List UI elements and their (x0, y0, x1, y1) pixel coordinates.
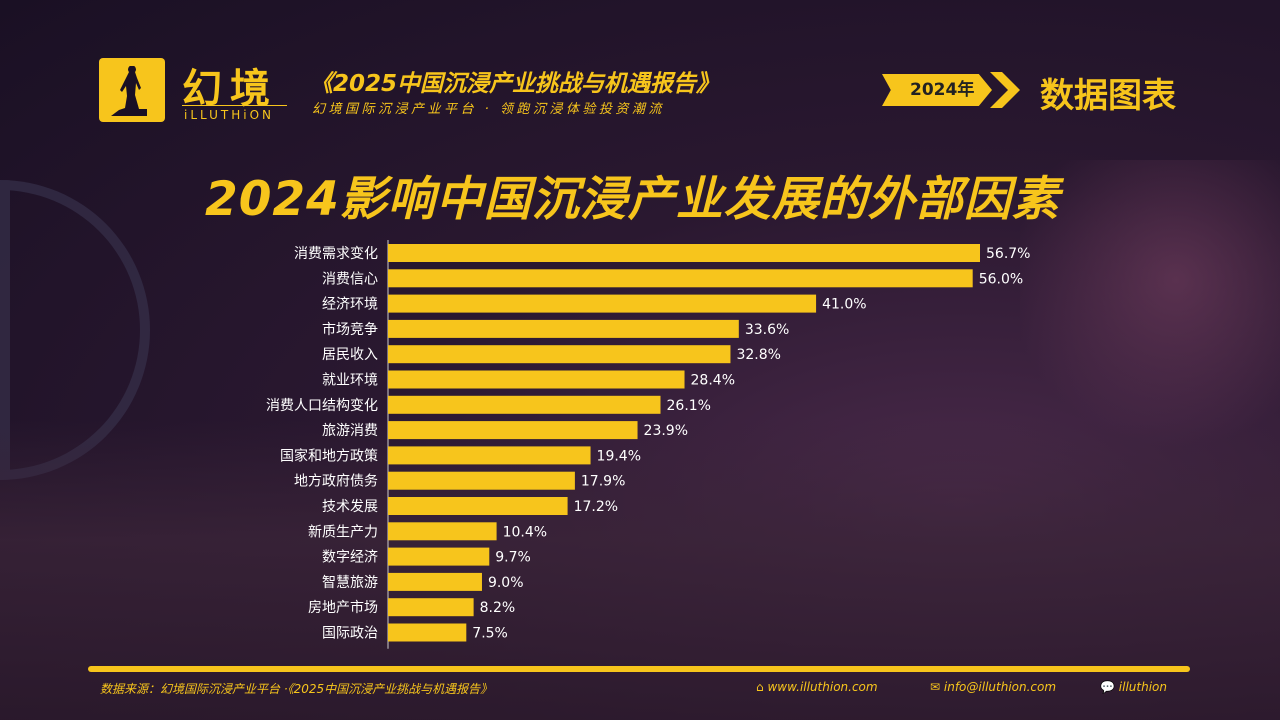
mail-icon: ✉ (930, 680, 941, 694)
value-label: 56.0% (979, 271, 1023, 287)
value-label: 17.2% (574, 499, 618, 515)
chart-title: 2024影响中国沉浸产业发展的外部因素 (205, 172, 1060, 227)
logo-icon (99, 58, 165, 122)
value-label: 9.7% (495, 550, 531, 566)
category-label: 新质生产力 (308, 524, 378, 540)
bar (388, 497, 568, 515)
value-label: 26.1% (667, 398, 711, 414)
value-label: 56.7% (986, 246, 1030, 262)
value-label: 19.4% (597, 448, 641, 464)
data-source: 数据来源：幻境国际沉浸产业平台 ·《2025中国沉浸产业挑战与机遇报告》 (100, 682, 493, 696)
category-label: 数字经济 (322, 550, 378, 566)
footer-divider (88, 666, 1190, 672)
category-label: 消费信心 (322, 271, 378, 287)
value-label: 17.9% (581, 474, 625, 490)
category-label: 居民收入 (322, 347, 378, 363)
category-label: 消费需求变化 (294, 246, 378, 262)
category-label: 就业环境 (322, 373, 378, 389)
bar (388, 598, 474, 617)
value-label: 28.4% (691, 373, 735, 389)
value-label: 10.4% (503, 524, 547, 540)
wechat-icon: 💬 (1100, 680, 1115, 694)
home-icon: ⌂ (756, 680, 764, 694)
bar (388, 345, 731, 364)
email-text: info@illuthion.com (943, 680, 1057, 694)
category-label: 地方政府债务 (294, 474, 378, 490)
bar (388, 395, 661, 414)
bar (388, 446, 591, 465)
report-title: 《2025中国沉浸产业挑战与机遇报告》 (310, 71, 720, 97)
bar (388, 370, 685, 389)
category-label: 市场竞争 (322, 321, 378, 338)
brand-name-en: iLLUTHiON (184, 108, 274, 122)
bar (388, 269, 973, 288)
section-title: 数据图表 (1040, 76, 1176, 116)
year-badge: 2024年 (882, 74, 992, 106)
wechat-text: illuthion (1118, 680, 1167, 694)
bar (388, 572, 482, 591)
category-label: 智慧旅游 (322, 575, 378, 591)
value-label: 7.5% (472, 626, 508, 642)
value-label: 23.9% (644, 423, 688, 439)
category-label: 经济环境 (322, 297, 378, 313)
value-label: 32.8% (736, 347, 780, 363)
category-label: 技术发展 (322, 499, 378, 515)
bar (388, 522, 497, 541)
category-label: 消费人口结构变化 (266, 398, 378, 414)
bar (388, 319, 739, 338)
category-label: 旅游消费 (322, 423, 378, 439)
website-text: www.illuthion.com (767, 680, 878, 694)
brand-divider (182, 105, 287, 106)
value-label: 41.0% (822, 297, 866, 313)
value-label: 9.0% (488, 575, 524, 591)
bar (388, 244, 980, 262)
bar (388, 421, 638, 440)
website-link[interactable]: ⌂ www.illuthion.com (756, 680, 878, 694)
report-subtitle: 幻境国际沉浸产业平台 · 领跑沉浸体验投资潮流 (312, 102, 665, 117)
wechat-link[interactable]: 💬 illuthion (1100, 680, 1167, 694)
value-label: 33.6% (745, 322, 789, 338)
value-label: 8.2% (480, 600, 516, 616)
bar (388, 471, 575, 490)
brand-name: 幻境 (182, 66, 278, 112)
background-lanterns (1020, 160, 1280, 460)
email-link[interactable]: ✉ info@illuthion.com (930, 680, 1056, 694)
bar (388, 294, 817, 313)
category-label: 国家和地方政策 (280, 447, 378, 464)
bar (388, 547, 490, 566)
bar (388, 623, 467, 642)
category-label: 房地产市场 (308, 599, 378, 616)
category-label: 国际政治 (322, 626, 378, 642)
